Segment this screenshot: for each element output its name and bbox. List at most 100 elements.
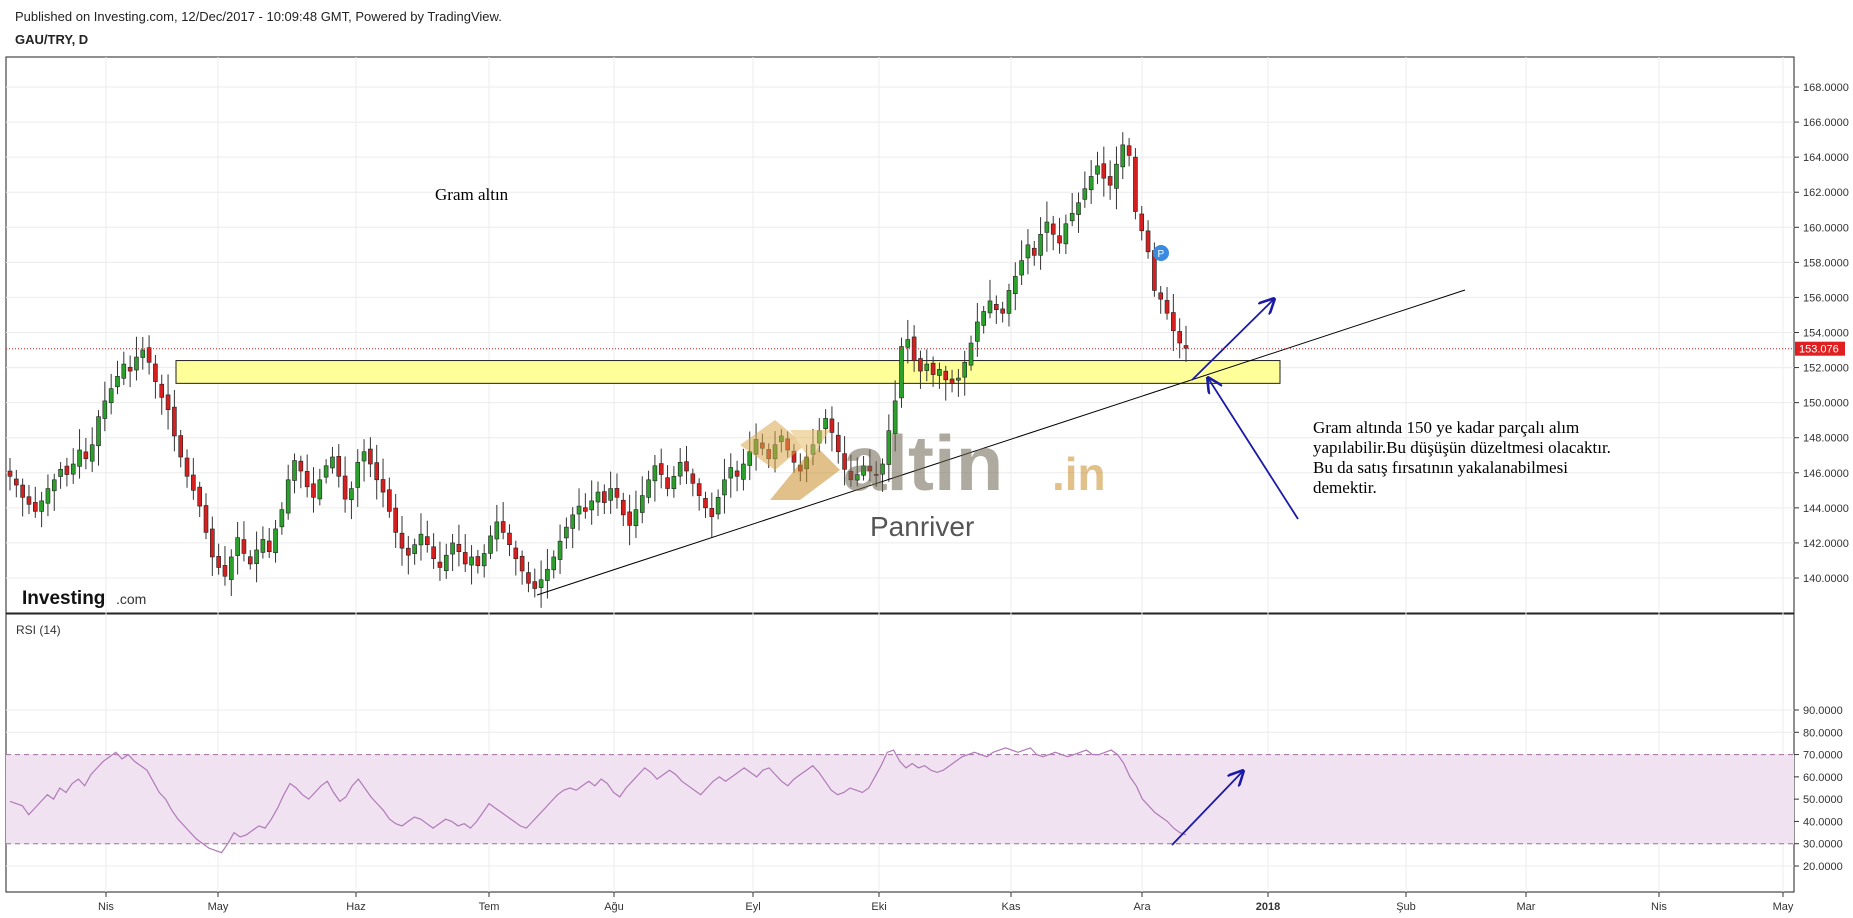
candle-up <box>443 554 449 572</box>
candle-down <box>32 502 38 512</box>
candle-up <box>235 537 240 556</box>
candle-down <box>1057 235 1062 244</box>
candle-down <box>247 556 253 565</box>
candle-down <box>734 470 740 477</box>
candle-down <box>842 453 847 470</box>
candle-up <box>987 300 993 314</box>
time-tick-label: 2018 <box>1256 901 1280 913</box>
time-tick-label: Tem <box>479 901 500 913</box>
candle-down <box>475 556 481 567</box>
candle-up <box>741 463 746 480</box>
p-marker[interactable]: P <box>1153 245 1169 261</box>
candle-down <box>222 565 228 577</box>
candle-down <box>507 532 512 545</box>
candle-up <box>412 544 417 554</box>
candle-down <box>7 470 13 477</box>
candle-down <box>690 473 696 484</box>
candle-down <box>437 561 443 568</box>
candle-up <box>494 521 500 540</box>
panriver-text: Panriver <box>870 511 974 542</box>
candle-up <box>589 500 594 511</box>
candle-down <box>696 483 702 496</box>
investing-logo: Investing .com <box>22 588 146 609</box>
candle-down <box>848 471 854 481</box>
candle-up <box>747 451 753 466</box>
arrow-up-right <box>1191 299 1274 381</box>
support-zone[interactable] <box>175 360 1281 384</box>
candle-up <box>677 461 683 477</box>
candle-down <box>1050 223 1056 235</box>
candle-down <box>216 556 221 568</box>
candle-up <box>1114 163 1119 189</box>
time-axis: Nis May Haz Tem Ağu Eyl Eki Kas Ara 2018 Şub Mar Nis… <box>98 892 1794 913</box>
candle-up <box>70 463 76 475</box>
candle-down <box>867 465 873 472</box>
annotation-comment[interactable]: Gram altında 150 ye kadar parçalı alım y… <box>1313 418 1611 497</box>
rsi-band <box>6 754 1794 845</box>
candle-up <box>1012 276 1018 295</box>
candle-up <box>899 346 904 399</box>
rsi-tick-label: 90.0000 <box>1803 705 1843 717</box>
candle-up <box>905 339 911 348</box>
candle-down <box>583 507 588 512</box>
candle-down <box>374 462 380 481</box>
time-tick-label: Ara <box>1133 901 1151 913</box>
candle-down <box>380 479 386 493</box>
candle-down <box>406 547 411 556</box>
candlestick-series[interactable] <box>7 132 1189 608</box>
annotation-comment-line-2: yapılabilir.Bu düşüşün düzeltmesi olacak… <box>1313 438 1611 457</box>
rsi-path <box>9 747 1187 854</box>
candle-up <box>633 509 639 527</box>
time-tick-label: May <box>208 901 229 913</box>
drawn-lines[interactable] <box>536 289 1466 846</box>
time-tick-label: Eki <box>871 901 886 913</box>
rsi-line[interactable] <box>9 747 1187 854</box>
time-tick-label: Kas <box>1002 901 1021 913</box>
candle-down <box>456 543 462 552</box>
candle-down <box>424 536 430 545</box>
altin-brand: altin <box>843 419 1003 507</box>
candle-up <box>1063 223 1069 245</box>
rsi-tick-label: 30.0000 <box>1803 839 1843 851</box>
svg-text:Investing: Investing <box>22 588 105 609</box>
candle-down <box>1000 308 1005 314</box>
candle-up <box>488 535 493 554</box>
candle-up <box>1044 221 1050 233</box>
candle-up <box>140 349 146 358</box>
svg-text:.com: .com <box>116 591 146 607</box>
candle-down <box>20 484 25 498</box>
candle-down <box>146 347 152 363</box>
time-tick-label: Nis <box>1651 901 1667 913</box>
candle-up <box>956 377 961 381</box>
candle-up <box>77 449 82 467</box>
annotation-title[interactable]: Gram altın <box>435 185 509 204</box>
candle-down <box>1183 345 1189 349</box>
price-tick-label: 140.0000 <box>1803 573 1849 585</box>
candle-down <box>431 546 436 560</box>
price-tick-label: 152.0000 <box>1803 363 1849 375</box>
candle-down <box>684 461 689 472</box>
candle-up <box>330 456 335 469</box>
candle-down <box>1133 156 1138 212</box>
candle-up <box>557 540 563 560</box>
candle-down <box>127 366 133 372</box>
candle-down <box>709 508 715 517</box>
candle-up <box>639 495 645 513</box>
price-tick-label: 154.0000 <box>1803 328 1849 340</box>
candle-down <box>943 370 949 381</box>
candle-up <box>361 451 367 462</box>
candle-down <box>64 465 70 475</box>
candle-up <box>51 479 57 492</box>
candle-down <box>1031 247 1037 256</box>
published-line: Published on Investing.com, 12/Dec/2017 … <box>15 9 502 24</box>
candle-down <box>602 491 607 503</box>
svg-text:P: P <box>1158 249 1165 260</box>
candle-up <box>595 491 601 503</box>
candle-down <box>191 474 196 491</box>
price-tick-label: 148.0000 <box>1803 433 1849 445</box>
time-tick-label: Mar <box>1517 901 1536 913</box>
candle-down <box>197 486 202 507</box>
rsi-tick-label: 20.0000 <box>1803 861 1843 873</box>
trend-line <box>536 289 1466 596</box>
